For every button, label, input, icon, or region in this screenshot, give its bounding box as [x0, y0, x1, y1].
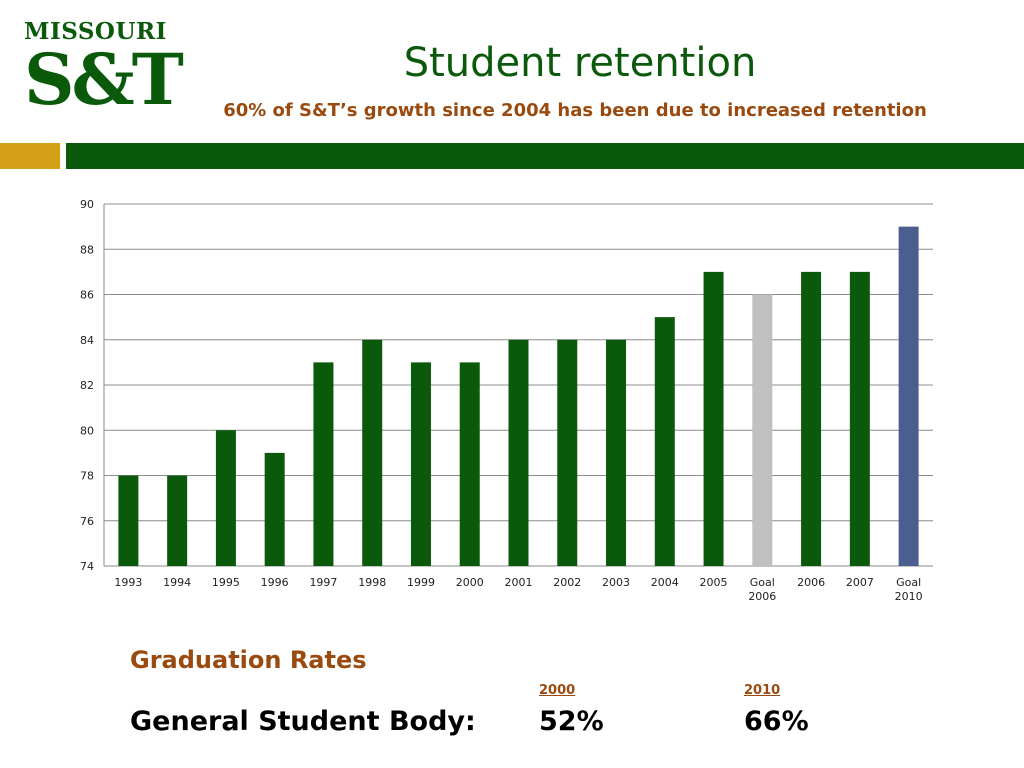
- y-tick-label: 76: [80, 515, 94, 528]
- x-tick-label: 1993: [114, 576, 142, 589]
- bar-2003: [606, 339, 627, 566]
- y-tick-label: 80: [80, 424, 94, 437]
- y-tick-label: 74: [80, 560, 94, 573]
- x-tick-label: 2006: [748, 590, 776, 603]
- bar-2007: [849, 271, 870, 566]
- bar-2002: [557, 339, 578, 566]
- page-subtitle: 60% of S&T’s growth since 2004 has been …: [223, 100, 927, 121]
- x-tick-label: 2000: [456, 576, 484, 589]
- graduation-col1-year: 2000: [539, 683, 576, 698]
- logo-top-text: MISSOURI: [24, 18, 167, 45]
- bar-1997: [313, 362, 334, 566]
- bar-1995: [215, 430, 236, 566]
- x-tick-label: 2007: [846, 576, 874, 589]
- x-tick-label: 2005: [700, 576, 728, 589]
- y-tick-label: 78: [80, 470, 94, 483]
- bar-1999: [410, 362, 431, 566]
- x-tick-label: 2001: [505, 576, 533, 589]
- bar-2000: [459, 362, 480, 566]
- x-tick-label: 2003: [602, 576, 630, 589]
- graduation-rates-title: Graduation Rates: [130, 646, 367, 674]
- x-tick-label: Goal: [750, 576, 775, 589]
- y-tick-label: 82: [80, 379, 94, 392]
- bar-1998: [362, 339, 383, 566]
- x-tick-label: 2002: [553, 576, 581, 589]
- x-tick-label: 2004: [651, 576, 679, 589]
- header-green-bar: [66, 143, 1024, 169]
- graduation-col1-value: 52%: [539, 706, 604, 737]
- university-logo: MISSOURI S&T: [24, 14, 184, 124]
- y-tick-label: 84: [80, 334, 94, 347]
- bar-1994: [167, 475, 188, 566]
- bar-goal-2010: [898, 226, 919, 566]
- bar-2005: [703, 271, 724, 566]
- page-title: Student retention: [403, 40, 757, 86]
- bar-goal-2006: [752, 294, 773, 566]
- x-tick-label: 1998: [358, 576, 386, 589]
- retention-chart: 74 76 78 80 82 84 86 88 90 1993 1994 1995 1996 1997 19…: [80, 198, 933, 603]
- x-tick-label: 1994: [163, 576, 191, 589]
- x-tick-label: 1997: [309, 576, 337, 589]
- x-tick-label: 2006: [797, 576, 825, 589]
- bar-2006: [801, 271, 822, 566]
- bar-1996: [264, 452, 285, 566]
- bar-2004: [654, 317, 675, 566]
- y-tick-label: 90: [80, 198, 94, 211]
- accent-gold-bar: [0, 143, 60, 169]
- x-tick-label: Goal: [896, 576, 921, 589]
- graduation-col2-value: 66%: [744, 706, 809, 737]
- bar-2001: [508, 339, 529, 566]
- graduation-row-label: General Student Body:: [130, 706, 476, 737]
- y-tick-label: 86: [80, 289, 94, 302]
- x-tick-label: 2010: [895, 590, 923, 603]
- x-tick-label: 1995: [212, 576, 240, 589]
- x-tick-label: 1996: [261, 576, 289, 589]
- bar-1993: [118, 475, 139, 566]
- y-tick-label: 88: [80, 243, 94, 256]
- graduation-col2-year: 2010: [744, 683, 781, 698]
- logo-main-text: S&T: [24, 38, 184, 121]
- x-tick-label: 1999: [407, 576, 435, 589]
